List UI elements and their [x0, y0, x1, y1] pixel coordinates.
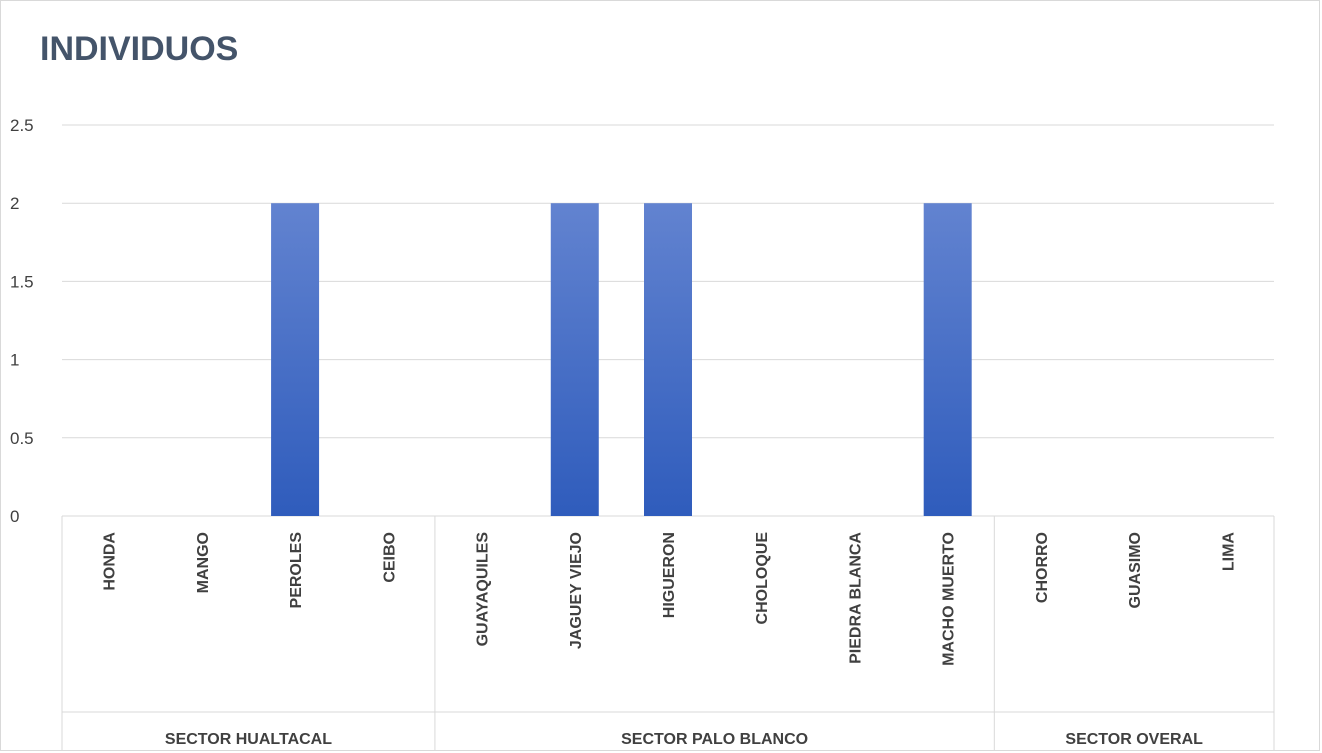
y-tick-label: 0.5 [10, 429, 34, 448]
category-label: GUASIMO [1127, 532, 1144, 608]
bar [644, 203, 692, 516]
y-tick-label: 1 [10, 351, 19, 370]
bar [923, 203, 972, 516]
category-label: CHOLOQUE [754, 532, 771, 625]
x-axis: HONDA MANGO PEROLES CEIBO GUAYAQUILES JAGUEY … [61, 516, 1275, 750]
bars [271, 203, 972, 516]
category-label: PIEDRA BLANCA [847, 532, 864, 664]
category-label: PEROLES [288, 532, 305, 609]
category-label: CHORRO [1034, 532, 1051, 603]
category-label: JAGUEY VIEJO [568, 532, 585, 649]
category-label: HONDA [102, 532, 119, 591]
y-axis-ticks: 0 0.5 1 1.5 2 2.5 [10, 116, 34, 526]
category-label: MACHO MUERTO [941, 532, 958, 666]
y-tick-label: 1.5 [10, 272, 34, 291]
y-tick-label: 2 [10, 194, 19, 213]
group-label: SECTOR PALO BLANCO [621, 731, 808, 748]
category-label: CEIBO [381, 532, 398, 583]
category-label: GUAYAQUILES [475, 532, 492, 647]
group-label: SECTOR HUALTACAL [165, 731, 332, 748]
y-tick-label: 2.5 [10, 116, 34, 135]
category-label: MANGO [195, 532, 212, 593]
bar [550, 203, 599, 516]
category-label: HIGUERON [661, 532, 678, 618]
bar [271, 203, 320, 516]
category-label: LIMA [1220, 532, 1237, 572]
y-tick-label: 0 [10, 507, 19, 526]
chart-title: INDIVIDUOS [40, 30, 239, 68]
group-label: SECTOR OVERAL [1065, 731, 1203, 748]
